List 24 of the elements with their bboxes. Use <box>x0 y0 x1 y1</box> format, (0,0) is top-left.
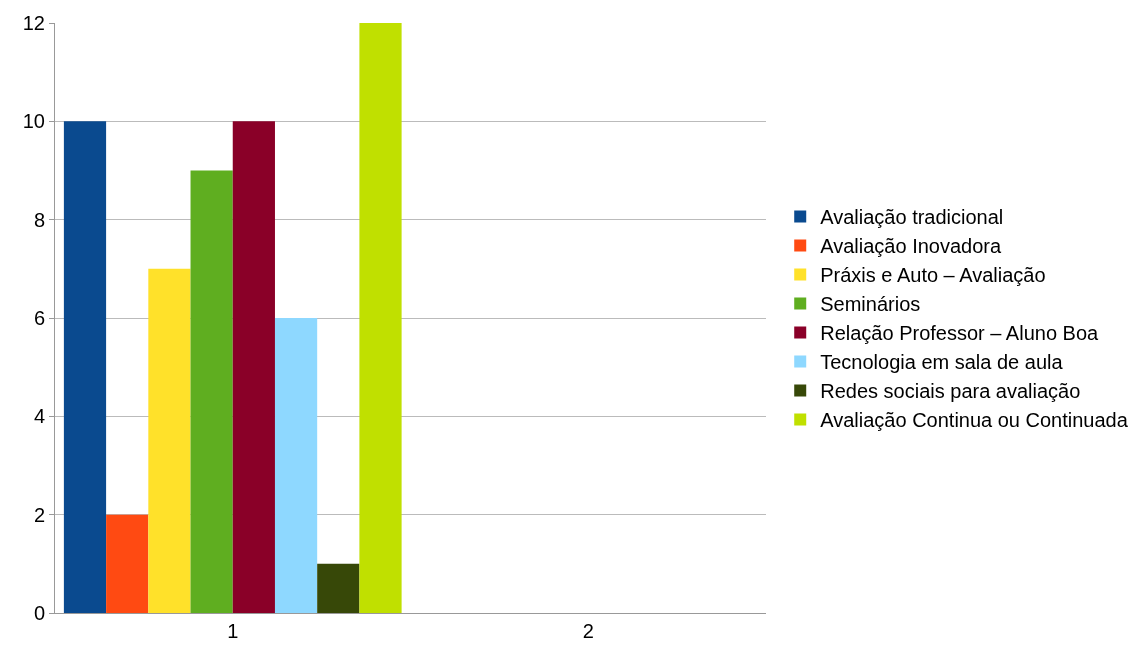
legend-label: Redes sociais para avaliação <box>820 380 1081 403</box>
legend-label: Avaliação tradicional <box>820 206 1004 229</box>
bar <box>317 563 360 613</box>
y-tick-label: 0 <box>33 602 45 624</box>
legend-label: Avaliação Continua ou Continuada <box>820 409 1129 432</box>
bar <box>106 514 149 613</box>
bar <box>148 268 191 613</box>
y-tick-label: 6 <box>33 307 45 329</box>
x-tick-label: 1 <box>227 620 239 642</box>
legend-label: Relação Professor – Aluno Boa <box>820 322 1100 345</box>
bar <box>232 121 275 613</box>
bar <box>190 170 233 613</box>
bar <box>63 121 107 613</box>
legend-label: Práxis e Auto – Avaliação <box>820 264 1046 287</box>
legend-label: Seminários <box>820 293 921 316</box>
bar <box>274 318 318 613</box>
legend-label: Avaliação Inovadora <box>820 235 1002 258</box>
y-tick-label: 12 <box>22 12 45 34</box>
y-tick-label: 8 <box>33 208 45 231</box>
y-tick-label: 2 <box>33 503 45 526</box>
y-tick-label: 10 <box>22 110 45 133</box>
y-tick-label: 4 <box>33 405 45 428</box>
bar <box>359 23 402 613</box>
legend-label: Tecnologia em sala de aula <box>820 351 1064 374</box>
